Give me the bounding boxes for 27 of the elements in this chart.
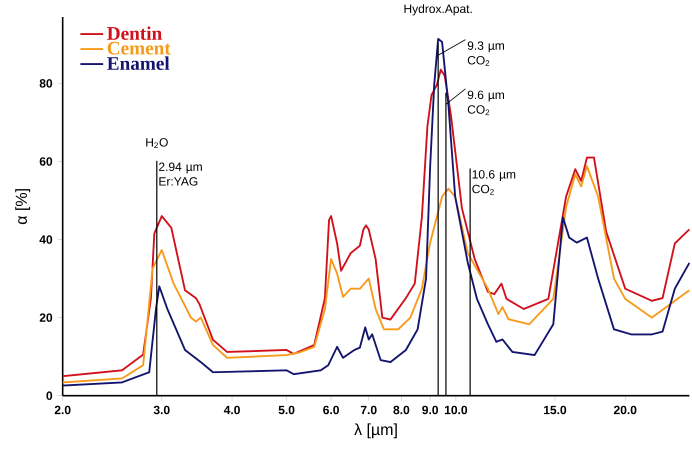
ref-line-label: 9.3 µm CO$_{2}$ — [468, 41, 504, 66]
y-axis-title: α [%] — [15, 189, 30, 224]
x-tick-label: 15.0 — [544, 406, 566, 414]
legend-label: Cement — [108, 42, 171, 55]
y-tick-label: 80 — [40, 79, 52, 88]
x-tick-label: 7.0 — [360, 406, 377, 414]
ref-line-label: 9.6 µm CO$_{2}$ — [468, 90, 504, 116]
ref-line-label: 2.94 µm Er:YAG — [159, 162, 202, 186]
y-tick-label: 60 — [40, 157, 52, 166]
x-tick-label: 3.0 — [154, 406, 170, 414]
x-tick-label: 2.0 — [54, 406, 71, 414]
x-tick-label: 8.0 — [393, 406, 410, 414]
x-tick-label: 6.0 — [323, 406, 339, 414]
legend-label: Enamel — [107, 56, 170, 70]
y-tick-label: 40 — [39, 235, 52, 244]
x-tick-label: 5.0 — [278, 406, 294, 414]
y-tick-label: 20 — [40, 313, 52, 322]
annotation: H$_{2}$O — [146, 138, 168, 148]
text: Hydrox.Apat. — [404, 4, 472, 16]
ref-line-label: 10.6 µm CO$_{2}$ — [472, 170, 516, 195]
legend-label: Dentin — [107, 26, 162, 40]
x-tick-label: 4.0 — [224, 406, 240, 414]
x-tick-label: 9.0 — [422, 406, 438, 414]
y-tick-label: 0 — [46, 391, 52, 400]
x-tick-label: 20.0 — [614, 406, 636, 414]
x-tick-label: 10.0 — [444, 406, 468, 414]
x-axis-title: λ [µm] — [354, 423, 397, 438]
